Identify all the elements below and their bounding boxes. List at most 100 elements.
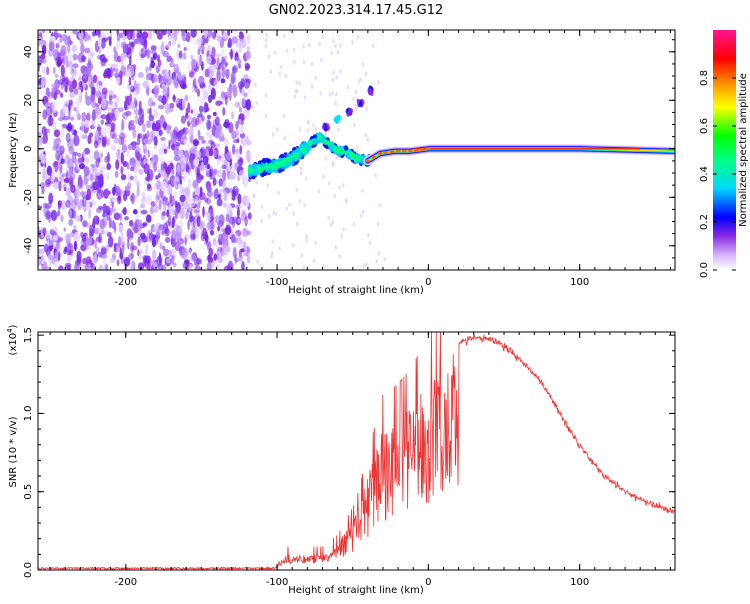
noise-speck — [222, 30, 229, 39]
spectrogram-xlabel: Height of straight line (km) — [288, 285, 424, 296]
faint-speck — [314, 240, 317, 246]
noise-speck — [130, 262, 134, 270]
noise-speck — [212, 177, 217, 186]
noise-speck — [101, 57, 108, 63]
noise-speck — [40, 80, 45, 90]
faint-speck — [283, 136, 287, 141]
faint-speck — [252, 193, 256, 198]
noise-speck — [54, 33, 62, 38]
faint-speck — [303, 95, 307, 100]
noise-speck — [166, 185, 173, 196]
noise-speck — [92, 171, 96, 181]
faint-speck — [320, 57, 323, 63]
noise-speck — [89, 235, 93, 247]
noise-speck — [46, 66, 50, 76]
branch-blob — [335, 118, 339, 124]
noise-speck — [205, 141, 211, 148]
faint-speck — [333, 193, 337, 199]
noise-speck — [201, 49, 205, 55]
noise-speck — [76, 97, 80, 110]
noise-speck — [222, 107, 226, 116]
noise-speck — [182, 127, 186, 133]
noise-speck — [67, 242, 74, 255]
noise-speck — [89, 132, 94, 138]
noise-speck — [232, 246, 237, 259]
noise-speck — [79, 191, 86, 197]
noise-speck — [138, 168, 144, 176]
noise-speck — [103, 71, 108, 79]
noise-speck — [243, 78, 251, 89]
noise-speck — [165, 73, 169, 80]
noise-speck — [202, 206, 205, 218]
faint-speck — [364, 262, 368, 267]
noise-speck — [153, 73, 158, 83]
noise-speck — [76, 163, 81, 171]
noise-speck — [193, 232, 196, 241]
noise-speck — [153, 85, 160, 96]
noise-speck — [83, 166, 90, 177]
noise-speck — [55, 150, 61, 161]
noise-speck — [68, 232, 75, 238]
noise-speck — [179, 194, 186, 203]
noise-speck — [100, 152, 103, 158]
noise-speck — [182, 156, 187, 162]
noise-speck — [52, 66, 56, 75]
noise-speck — [240, 124, 244, 135]
noise-speck — [163, 121, 167, 131]
noise-speck — [173, 178, 180, 183]
noise-speck — [73, 196, 79, 206]
noise-speck — [65, 60, 70, 68]
faint-speck — [310, 84, 314, 89]
noise-speck — [92, 181, 100, 191]
signal-bead — [395, 149, 401, 153]
noise-speck — [235, 229, 242, 237]
faint-speck — [303, 203, 306, 208]
faint-speck — [255, 180, 258, 185]
noise-speck — [43, 266, 50, 270]
noise-speck — [221, 228, 228, 233]
faint-speck — [300, 171, 303, 176]
noise-speck — [163, 249, 170, 257]
noise-speck — [244, 66, 250, 72]
noise-speck — [69, 76, 75, 82]
noise-speck — [237, 218, 241, 224]
noise-speck — [158, 73, 162, 84]
faint-speck — [305, 176, 308, 181]
noise-speck — [156, 180, 161, 190]
noise-speck — [82, 257, 87, 265]
noise-speck — [193, 209, 200, 214]
noise-speck — [128, 76, 132, 86]
noise-speck — [186, 120, 191, 127]
x-tick-label: -200 — [114, 277, 137, 288]
noise-speck — [100, 119, 105, 125]
noise-speck — [97, 107, 102, 115]
noise-speck — [176, 49, 180, 60]
noise-speck — [91, 31, 96, 37]
noise-speck — [118, 136, 123, 146]
faint-speck — [298, 199, 302, 204]
noise-speck — [193, 77, 197, 89]
faint-speck — [352, 97, 355, 102]
noise-speck — [224, 95, 228, 106]
noise-speck — [134, 194, 138, 199]
noise-speck — [38, 63, 41, 73]
noise-speck — [113, 212, 121, 221]
noise-speck — [145, 243, 149, 256]
noise-speck — [134, 173, 138, 185]
noise-speck — [51, 31, 54, 37]
noise-speck — [194, 165, 197, 176]
noise-speck — [198, 105, 204, 113]
noise-speck — [200, 175, 204, 180]
noise-speck — [223, 137, 229, 147]
faint-speck — [292, 211, 295, 216]
noise-speck — [152, 131, 160, 137]
noise-speck — [116, 259, 120, 267]
noise-speck — [128, 253, 133, 261]
noise-speck — [224, 62, 229, 67]
noise-speck — [63, 227, 66, 232]
noise-speck — [148, 232, 153, 242]
noise-speck — [218, 95, 224, 101]
faint-speck — [266, 183, 270, 188]
noise-speck — [176, 164, 181, 174]
noise-speck — [123, 51, 126, 61]
